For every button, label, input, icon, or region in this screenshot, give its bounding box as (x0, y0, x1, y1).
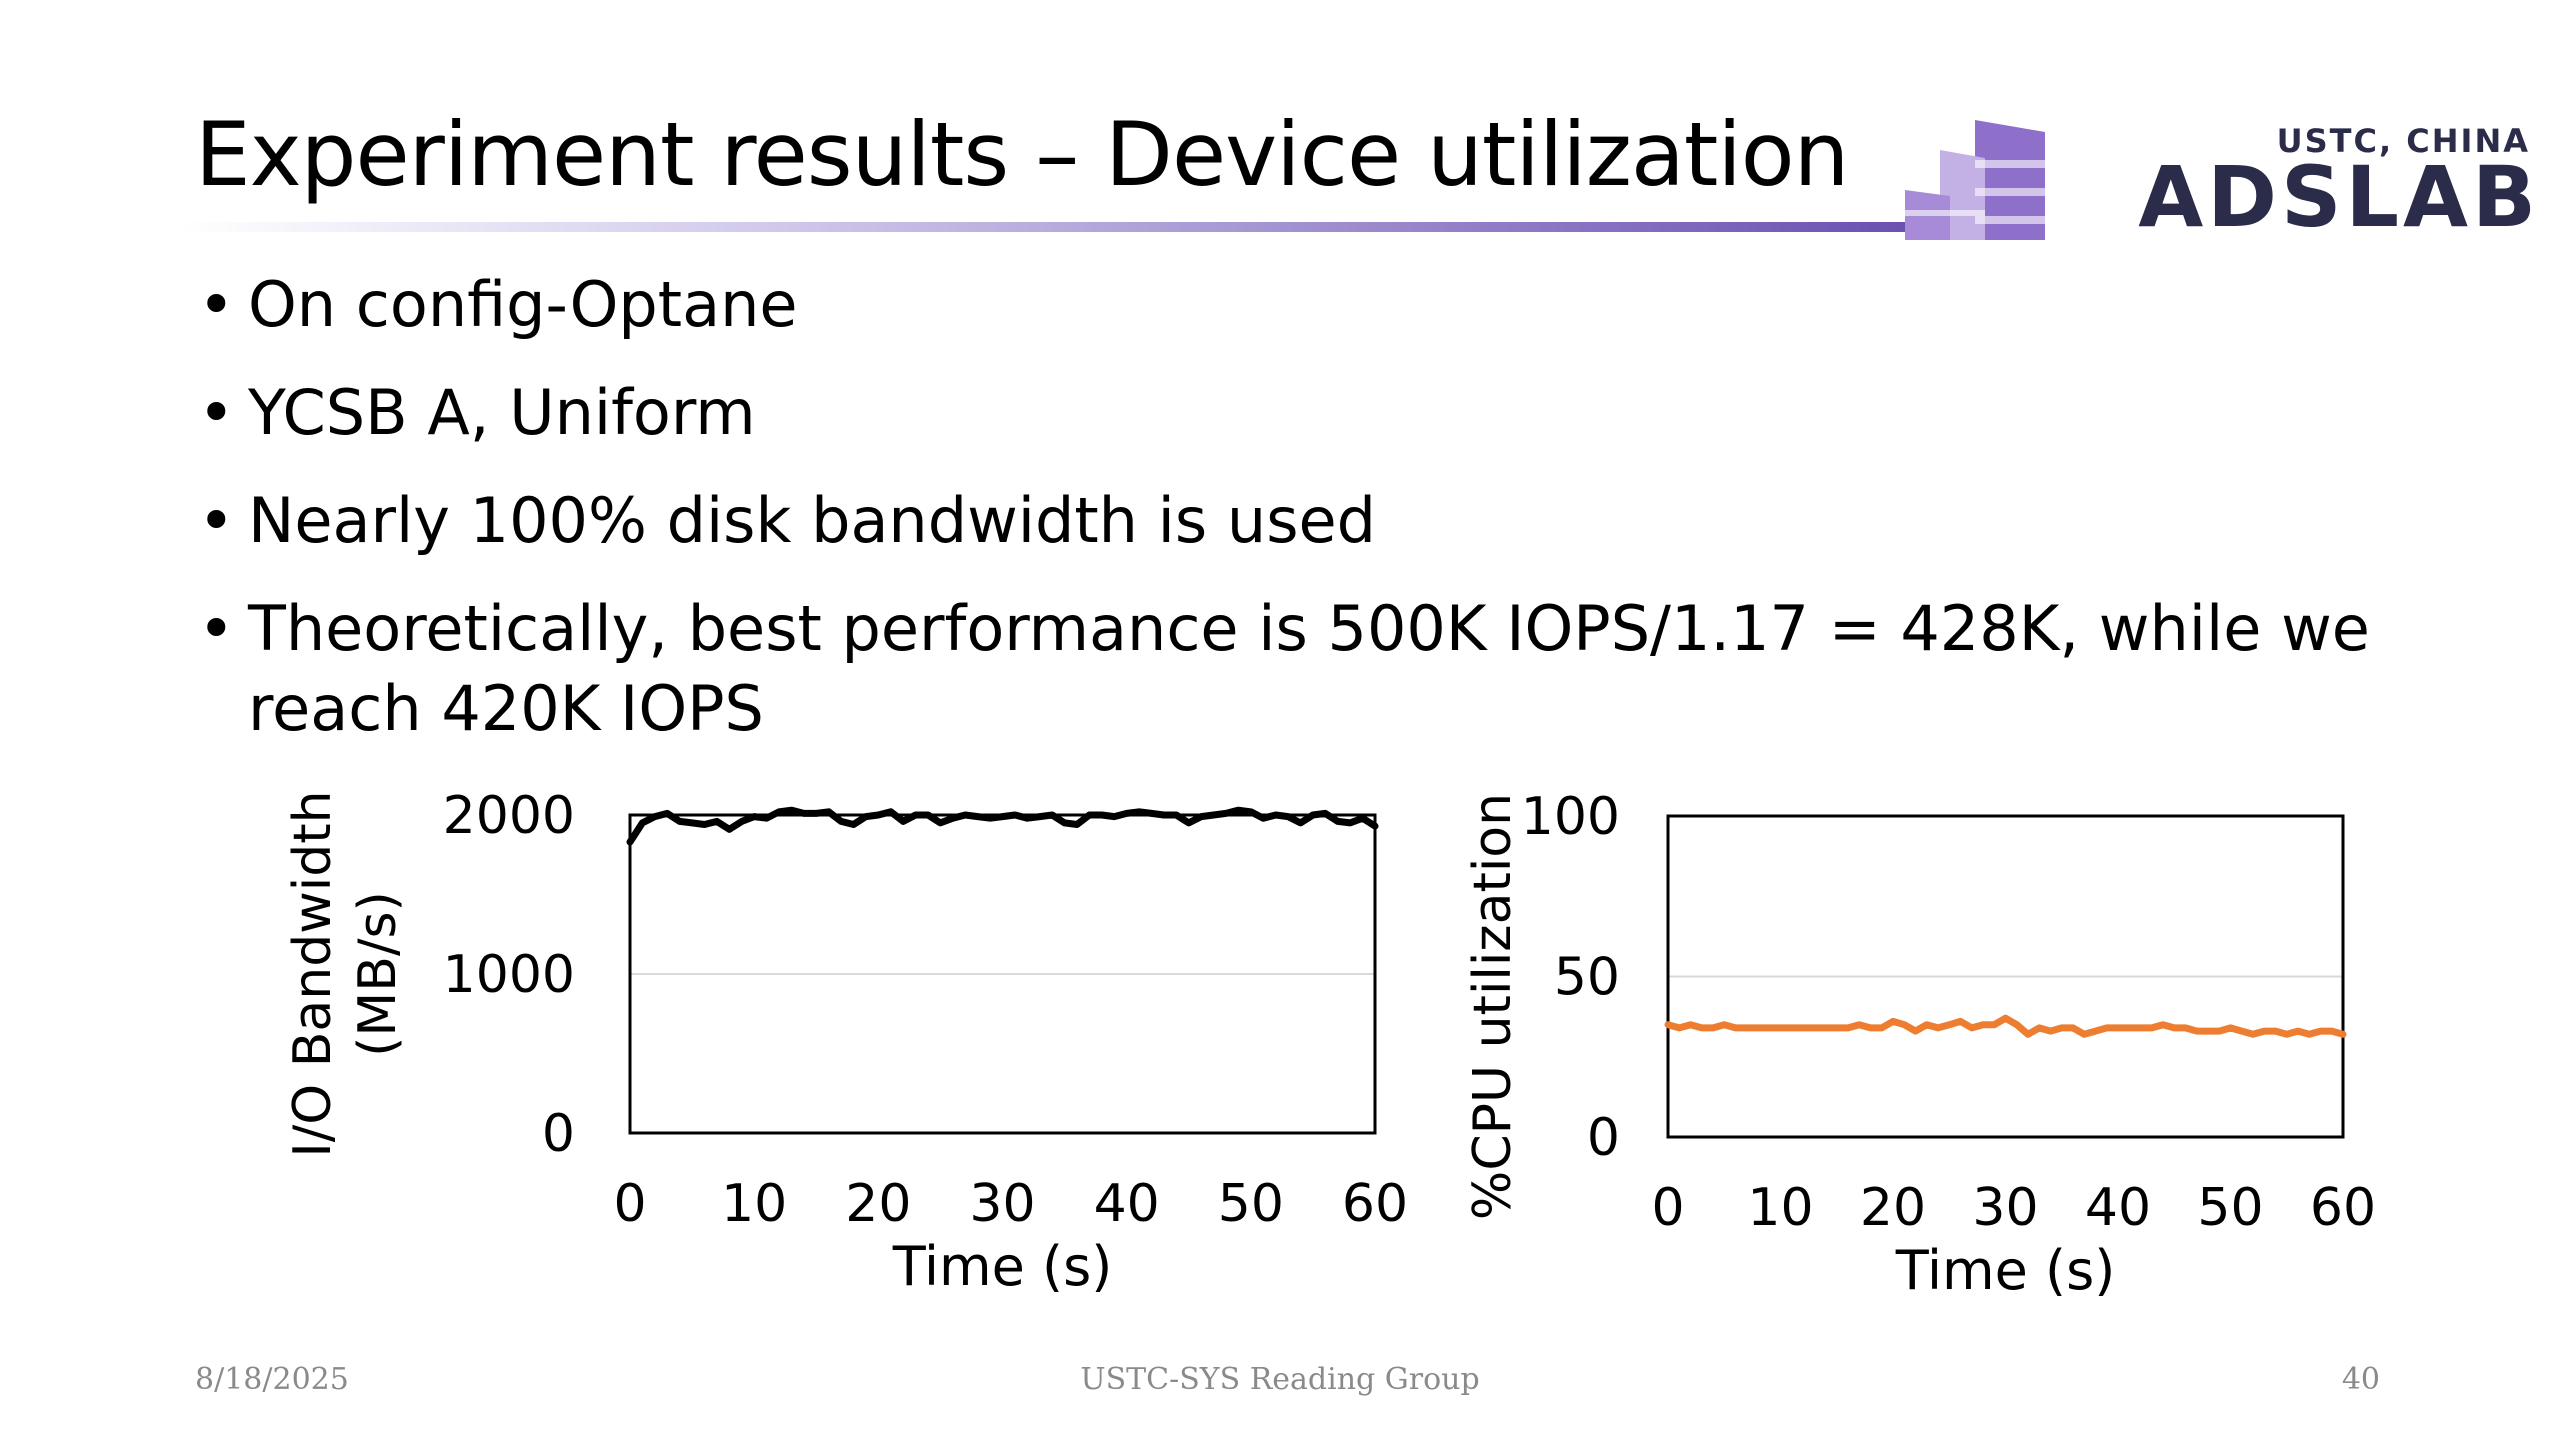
bullet-item: YCSB A, Uniform (190, 373, 2440, 453)
x-axis-label: Time (s) (892, 1235, 1113, 1298)
io-bandwidth-chart-svg: 0 1000 2000 0 10 20 30 40 50 60 Time (s) I/O Bandwi… (283, 786, 1408, 1298)
x-tick-label: 10 (721, 1174, 787, 1234)
x-tick-label: 10 (1747, 1178, 1813, 1238)
x-tick-label: 20 (1860, 1178, 1926, 1238)
footer-date: 8/18/2025 (195, 1362, 349, 1397)
bullet-item: Theoretically, best performance is 500K … (190, 589, 2440, 749)
io-bandwidth-chart: 0 1000 2000 0 10 20 30 40 50 60 Time (s) I/O Bandwi… (270, 785, 1430, 1325)
slide-title: Experiment results – Device utilization (195, 103, 1849, 206)
y-tick-label: 0 (542, 1104, 575, 1164)
footer-page-number: 40 (2341, 1362, 2380, 1397)
logo-name: ADSLAB (2138, 148, 2540, 246)
y-axis-label: I/O Bandwidth (283, 790, 343, 1157)
x-tick-label: 0 (1651, 1178, 1684, 1238)
x-tick-label: 40 (1094, 1174, 1160, 1234)
bullet-list: On config-Optane YCSB A, Uniform Nearly … (190, 265, 2440, 777)
x-tick-label: 30 (969, 1174, 1035, 1234)
y-axis-label: %CPU utilization (1463, 793, 1523, 1220)
x-tick-label: 40 (2085, 1178, 2151, 1238)
y-tick-label: 2000 (443, 786, 575, 846)
plot-frame (1666, 814, 2345, 1139)
x-tick-label: 20 (845, 1174, 911, 1234)
y-tick-label: 1000 (443, 945, 575, 1005)
x-axis-label: Time (s) (1895, 1239, 2116, 1302)
y-tick-label: 100 (1521, 787, 1620, 847)
y-axis-unit-label: (MB/s) (348, 891, 408, 1057)
logo-subtitle: USTC, CHINA (2276, 122, 2530, 160)
series-line (626, 806, 1379, 846)
adslab-logo: USTC, CHINA ADSLAB (1880, 110, 2550, 245)
bullet-item: On config-Optane (190, 265, 2440, 345)
title-underline (180, 222, 1920, 232)
x-tick-label: 50 (1218, 1174, 1284, 1234)
x-tick-label: 60 (1342, 1174, 1408, 1234)
series-line (1664, 1014, 2347, 1038)
x-tick-label: 30 (1972, 1178, 2038, 1238)
cpu-utilization-chart: 0 50 100 0 10 20 30 40 50 60 Time (s) %CPU utilizat… (1440, 785, 2560, 1325)
footer-group-name: USTC-SYS Reading Group (1080, 1362, 1480, 1397)
cpu-utilization-chart-svg: 0 50 100 0 10 20 30 40 50 60 Time (s) %CPU utilizat… (1463, 787, 2376, 1302)
x-tick-label: 60 (2310, 1178, 2376, 1238)
x-tick-label: 50 (2197, 1178, 2263, 1238)
x-tick-label: 0 (613, 1174, 646, 1234)
y-tick-label: 0 (1587, 1108, 1620, 1168)
y-tick-label: 50 (1554, 948, 1620, 1008)
bullet-item: Nearly 100% disk bandwidth is used (190, 481, 2440, 561)
building-logo-icon (1905, 120, 2045, 240)
